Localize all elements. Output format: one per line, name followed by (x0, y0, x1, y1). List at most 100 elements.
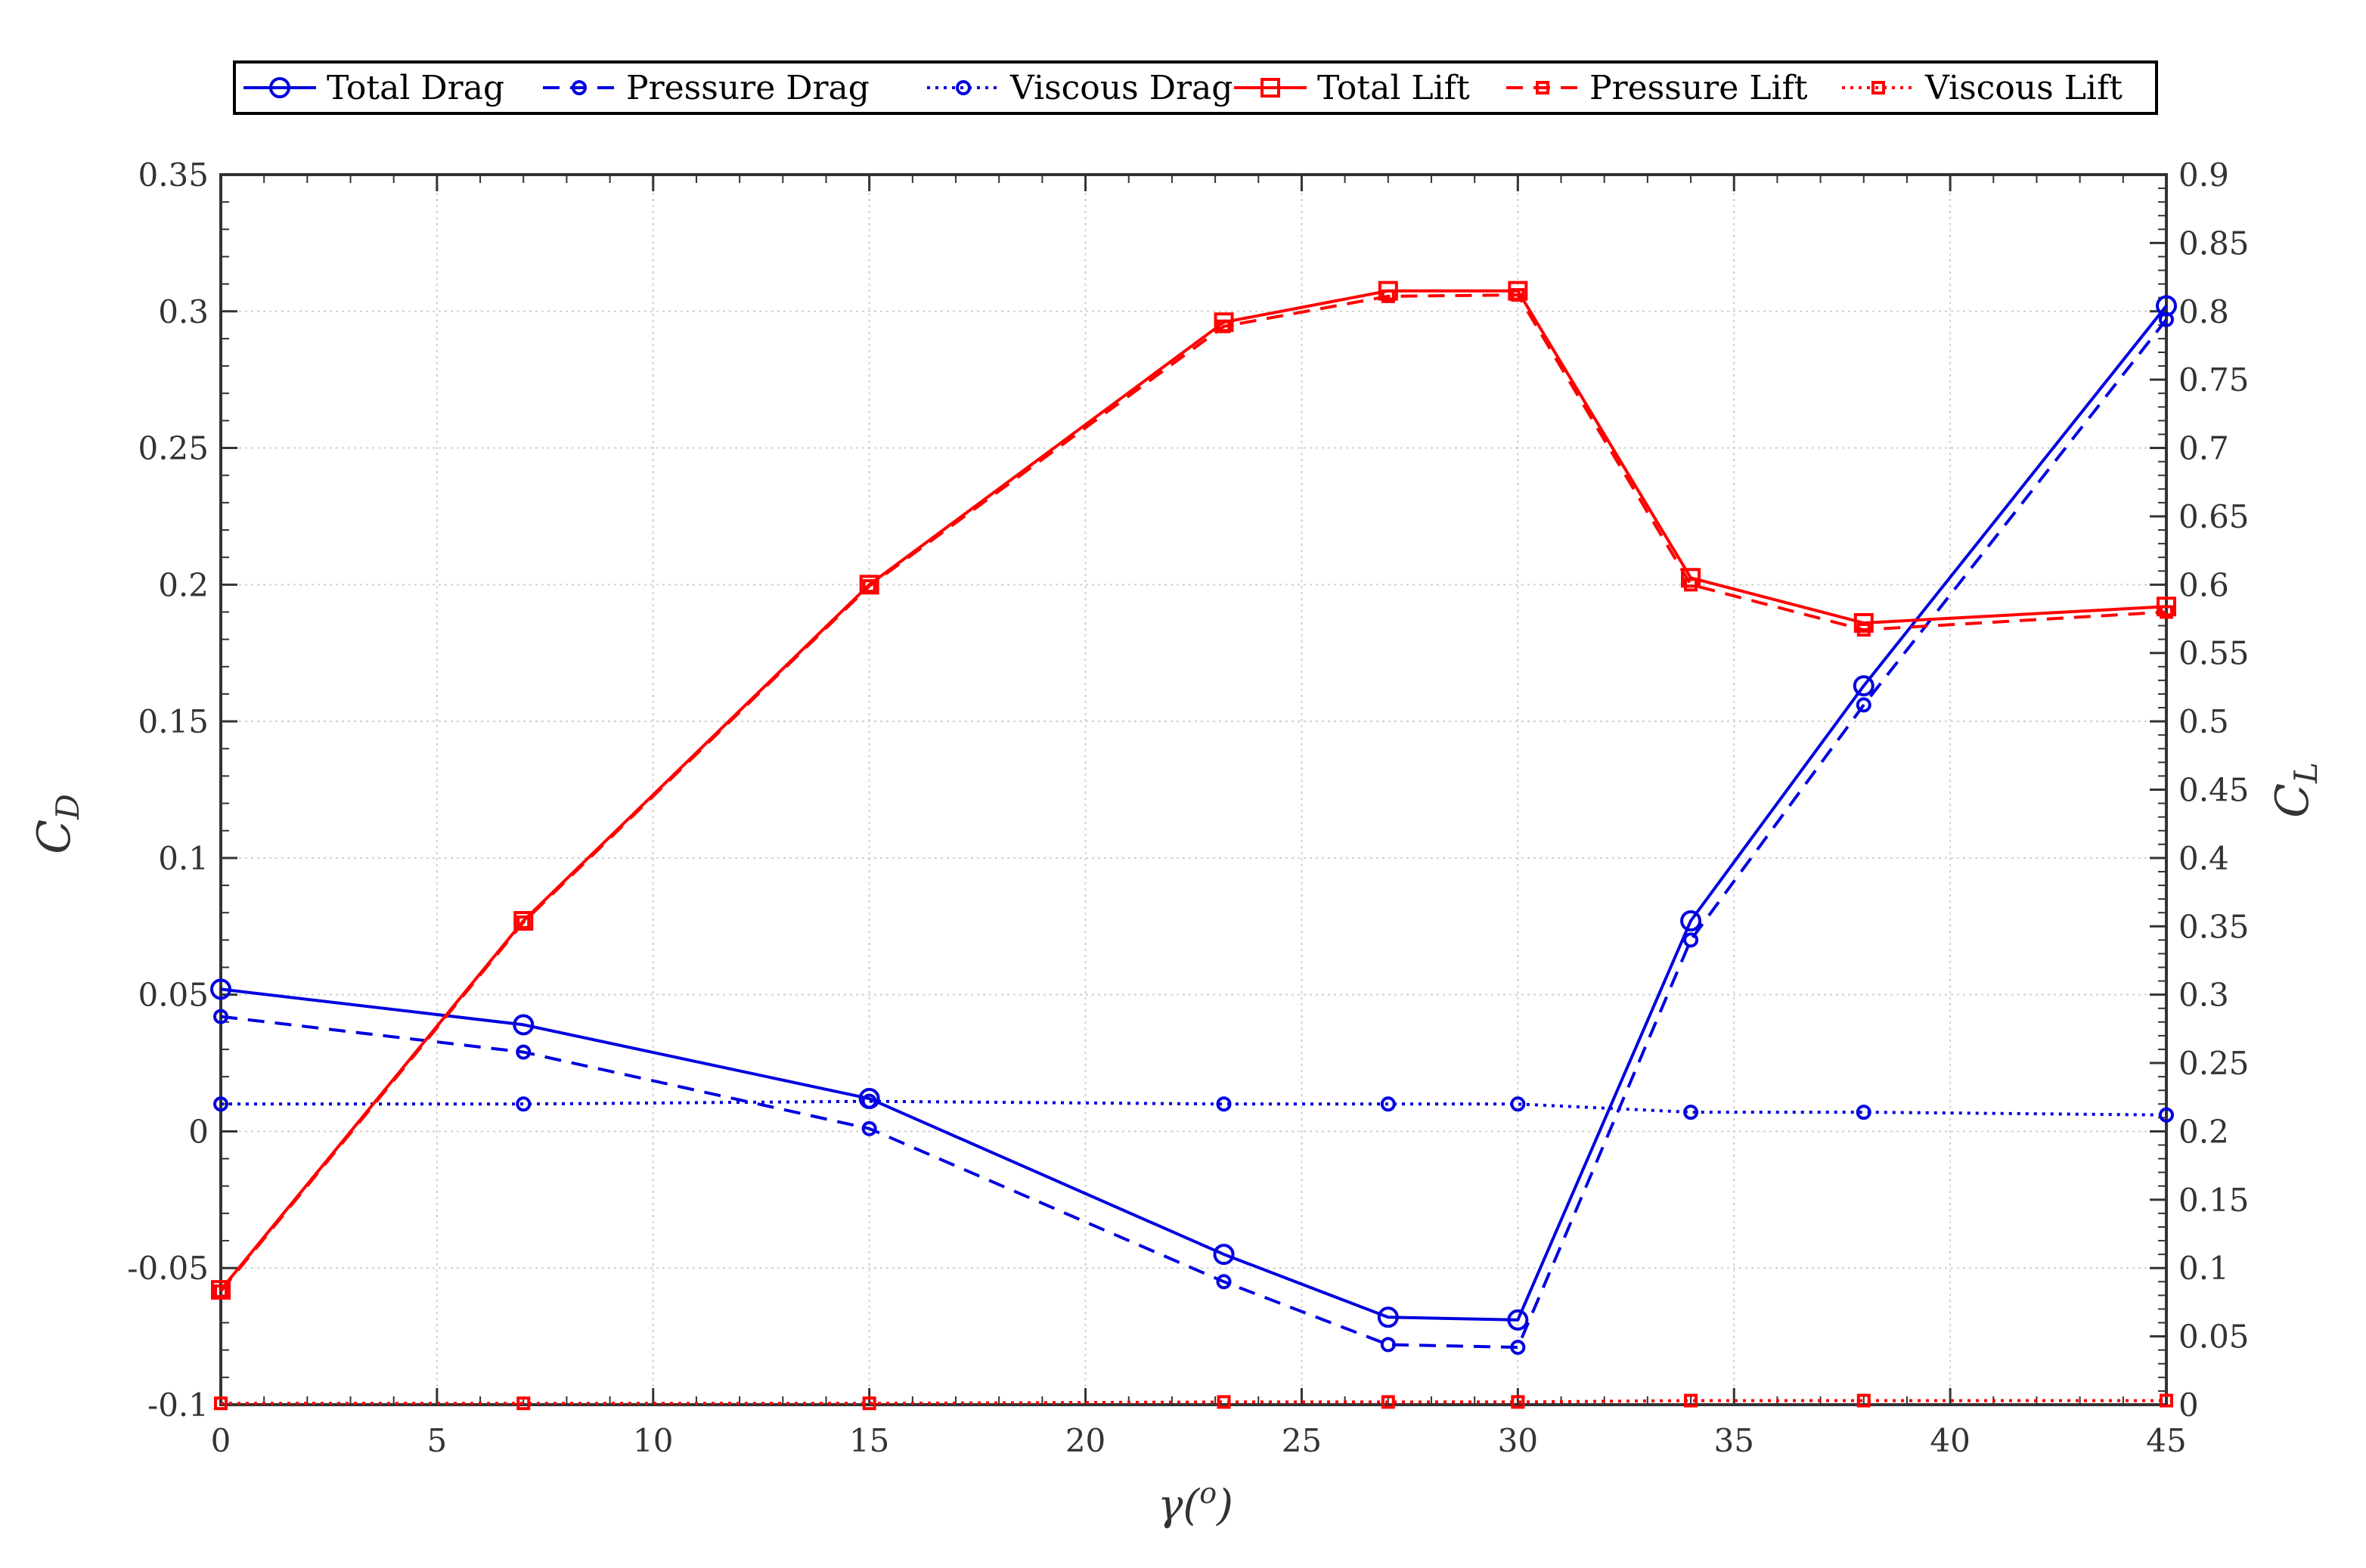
series-line (220, 305, 2168, 1322)
legend-marker (1536, 81, 1549, 95)
y-right-tick-label: 0.8 (2178, 293, 2229, 330)
series-line (221, 1399, 2166, 1405)
x-tick-label: 25 (1282, 1422, 1322, 1459)
series-viscous-drag (213, 1093, 2174, 1123)
series-total-drag (210, 295, 2177, 1331)
y-right-tick-label: 0.15 (2178, 1182, 2250, 1219)
tick-labels: 0 5 10 15 20 25 30 35 40 45 -0.1 -0.05 0 0.05 0.1 0.15 0… (127, 156, 2249, 1459)
y-left-tick-label: 0.35 (138, 156, 209, 194)
legend-label: Total Lift (1317, 69, 1470, 107)
series-line (219, 293, 2167, 1293)
y-left-tick-label: 0 (188, 1113, 209, 1150)
legend-label: Viscous Lift (1924, 69, 2123, 107)
y-left-tick-label: 0.15 (138, 703, 209, 740)
data-point (211, 1280, 231, 1300)
data-point (2160, 1393, 2173, 1408)
data-point (2159, 311, 2174, 327)
series-viscous-lift (214, 1393, 2173, 1411)
data-point (1684, 578, 1698, 592)
data-point (2159, 1107, 2174, 1123)
data-point (1511, 288, 1525, 302)
legend-entry-pressure-lift: Pressure Lift (1506, 69, 1808, 107)
x-tick-label: 10 (633, 1422, 673, 1459)
data-point (862, 579, 876, 593)
data-point (213, 1096, 228, 1112)
legend-marker (269, 77, 290, 98)
data-point (1216, 1274, 1232, 1290)
y-right-tick-label: 0.25 (2178, 1045, 2250, 1082)
data-point (516, 1096, 532, 1112)
data-point (214, 1396, 228, 1411)
data-point (1510, 1340, 1526, 1356)
y-right-tick-label: 0.7 (2178, 430, 2229, 467)
data-point (214, 1284, 228, 1298)
axes-layer (219, 173, 2168, 1406)
data-point (516, 915, 531, 929)
y-left-tick-label: 0.25 (138, 430, 209, 467)
y-left-tick-label: 0.05 (138, 977, 209, 1014)
data-point (1217, 1395, 1231, 1409)
data-point (1380, 1337, 1396, 1353)
data-point (516, 1044, 532, 1060)
legend-entry-viscous-drag: Viscous Drag (927, 69, 1233, 107)
y-right-tick-label: 0.2 (2178, 1113, 2229, 1150)
y-right-tick-label: 0.05 (2178, 1319, 2250, 1356)
x-axis-label-main: γ( (1158, 1481, 1200, 1530)
data-point (861, 1120, 877, 1136)
data-point (516, 1396, 531, 1411)
data-point (1378, 280, 1398, 301)
x-tick-label: 20 (1065, 1422, 1105, 1459)
x-tick-label: 35 (1713, 1422, 1754, 1459)
y-right-tick-label: 0 (2178, 1387, 2199, 1424)
series-layer (210, 280, 2177, 1411)
y-right-tick-label: 0.55 (2178, 635, 2250, 672)
y-axis-right-label-main: C (2266, 783, 2319, 818)
data-point (1856, 1393, 1871, 1408)
y-left-tick-label: -0.05 (127, 1250, 209, 1287)
data-point (2160, 605, 2173, 619)
y-axis-right-label: CL (2266, 762, 2324, 818)
legend-marker (1261, 78, 1280, 98)
y-right-tick-label: 0.45 (2178, 772, 2250, 809)
data-point (1856, 622, 1871, 637)
data-point (862, 1396, 876, 1411)
data-point (513, 1014, 535, 1036)
y-right-tick-label: 0.1 (2178, 1250, 2229, 1287)
series-total-lift (211, 280, 2176, 1300)
y-axis-right-label-subscript: L (2287, 762, 2324, 784)
data-point (1377, 1306, 1399, 1328)
legend-marker (572, 80, 587, 95)
data-point (2157, 597, 2176, 617)
legend-label: Total Drag (327, 69, 504, 107)
series-line (220, 318, 2168, 1350)
y-right-tick-label: 0.5 (2178, 703, 2229, 740)
y-axis-left-label-main: C (28, 820, 81, 854)
legend-label: Viscous Drag (1009, 69, 1233, 107)
series-pressure-drag (213, 311, 2174, 1356)
y-left-tick-label: 0.2 (158, 566, 209, 603)
series-line (219, 289, 2167, 1291)
series-line (221, 1099, 2167, 1117)
y-left-tick-label: -0.1 (147, 1387, 209, 1424)
data-point (1681, 568, 1701, 588)
data-point (859, 575, 879, 595)
x-axis-label-close: ) (1216, 1481, 1233, 1530)
grid-layer (220, 174, 2167, 1405)
legend-entry-total-drag: Total Drag (243, 69, 504, 107)
data-point (213, 1009, 228, 1024)
data-point (1680, 910, 1702, 932)
legend-entry-viscous-lift: Viscous Lift (1842, 69, 2123, 107)
data-point (1510, 1096, 1526, 1112)
y-axis-left-label-subscript: D (49, 794, 86, 820)
plot-frame (219, 173, 2168, 1406)
series-pressure-lift (214, 288, 2173, 1298)
legend: Total Drag Pressure Drag Viscous Drag Total… (233, 60, 2158, 115)
x-tick-label: 45 (2146, 1422, 2186, 1459)
y-right-tick-label: 0.75 (2178, 361, 2250, 398)
data-point (1213, 1244, 1235, 1266)
legend-label: Pressure Drag (626, 69, 870, 107)
y-axis-left-label: CD (28, 794, 86, 854)
data-point (1853, 675, 1875, 697)
data-point (861, 1093, 877, 1109)
